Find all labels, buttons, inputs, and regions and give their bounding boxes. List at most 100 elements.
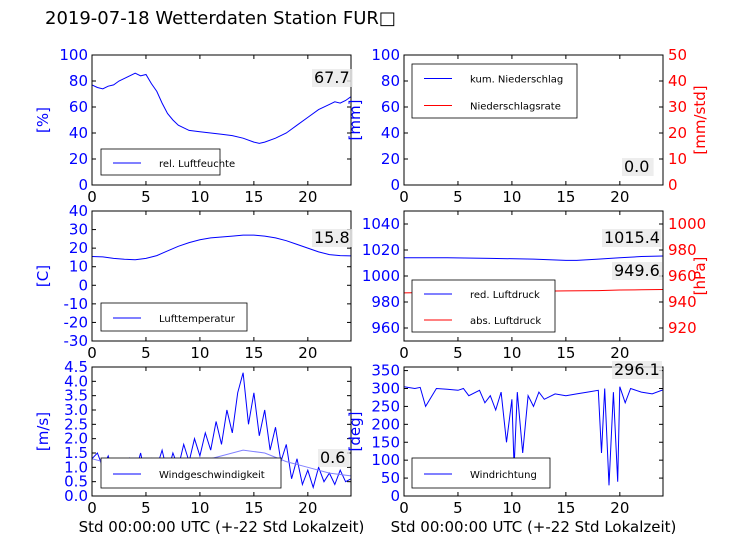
- y2-tick-label: 920: [668, 319, 697, 337]
- x-tick-label: 20: [610, 344, 629, 362]
- y2-axis-label: [hPa]: [691, 257, 709, 296]
- x-tick-label: 0: [87, 499, 97, 517]
- y-tick-label: 350: [371, 362, 400, 380]
- y-tick-label: 60: [381, 98, 400, 116]
- x-tick-label: 20: [298, 188, 317, 206]
- x-tick-label: 15: [244, 499, 263, 517]
- series-line-humidity-0: [92, 72, 351, 144]
- x-axis-label: Std 00:00:00 UTC (+-22 Std Lokalzeit): [79, 518, 365, 536]
- legend-box: [411, 279, 556, 333]
- y-tick-label: 0: [390, 487, 400, 505]
- series-line-pressure-0: [404, 255, 663, 261]
- plot-frame: [91, 54, 352, 186]
- x-tick-label: 0: [399, 344, 409, 362]
- x-tick-label: 15: [244, 188, 263, 206]
- x-tick-label: 5: [453, 188, 463, 206]
- annotation-value: 67.7: [314, 68, 350, 87]
- x-tick-label: 5: [453, 344, 463, 362]
- y-tick-label: 20: [69, 239, 88, 257]
- y-tick-label: 3.0: [64, 401, 88, 419]
- legend-label: rel. Luftfeuchte: [159, 159, 235, 170]
- x-tick-label: 20: [610, 188, 629, 206]
- x-tick-label: 20: [298, 344, 317, 362]
- x-tick-label: 15: [556, 188, 575, 206]
- annotation-value: 949.6: [614, 261, 660, 280]
- annotation-box: [612, 262, 662, 280]
- y-tick-label: 40: [69, 124, 88, 142]
- y-axis-label: [deg]: [346, 412, 364, 452]
- chart-pressure: 0 5 10 15 20 960 980 1000 1020 1040 920 940 960 980 10…: [362, 210, 709, 362]
- x-tick-label: 10: [502, 344, 521, 362]
- y-tick-label: 300: [371, 380, 400, 398]
- plot-frame: [91, 366, 352, 497]
- y-tick-label: 1.0: [64, 458, 88, 476]
- y-tick-label: 10: [69, 258, 88, 276]
- legend-box: [100, 148, 221, 176]
- y-tick-label: 960: [371, 319, 400, 337]
- x-tick-label: 15: [244, 344, 263, 362]
- plot-frame: [91, 210, 352, 342]
- x-tick-label: 5: [141, 344, 151, 362]
- y-tick-label: 200: [371, 415, 400, 433]
- annotation-box: [312, 69, 353, 87]
- y-axis-label: [mm]: [346, 100, 364, 141]
- plot-frame: [403, 54, 664, 186]
- legend-box: [411, 63, 578, 119]
- y-tick-label: 2.5: [64, 415, 88, 433]
- y-axis-label: [%]: [34, 107, 52, 133]
- annotation-value: 1015.4: [604, 228, 660, 247]
- x-tick-label: 10: [190, 499, 209, 517]
- x-tick-label: 0: [87, 344, 97, 362]
- y-tick-label: 0.0: [64, 487, 88, 505]
- y2-tick-label: 0: [668, 176, 678, 194]
- annotation-box: [602, 229, 662, 247]
- x-tick-label: 0: [399, 188, 409, 206]
- series-line-temperature-0: [92, 234, 351, 261]
- y2-tick-label: 30: [668, 98, 687, 116]
- y-tick-label: -20: [64, 313, 89, 331]
- y-tick-label: 1.5: [64, 444, 88, 462]
- annotation-value: 15.8: [314, 228, 350, 247]
- x-tick-label: 20: [610, 499, 629, 517]
- y-tick-label: 4.0: [64, 372, 88, 390]
- y-tick-label: 80: [69, 72, 88, 90]
- y-tick-label: -10: [64, 295, 89, 313]
- y2-tick-label: 20: [668, 124, 687, 142]
- y-tick-label: 40: [69, 202, 88, 220]
- y-axis-label: [C]: [34, 265, 52, 287]
- y-tick-label: 20: [381, 150, 400, 168]
- y-tick-label: 80: [381, 72, 400, 90]
- chart-wind-speed: 0 5 10 15 20 0.00.51.01.52.02.53.03.54.04.5 [m…: [34, 358, 364, 536]
- x-tick-label: 10: [190, 188, 209, 206]
- plot-frame: [403, 366, 664, 497]
- x-tick-label: 20: [298, 499, 317, 517]
- y-tick-label: 0: [78, 276, 88, 294]
- x-tick-label: 5: [453, 499, 463, 517]
- y-tick-label: 50: [381, 469, 400, 487]
- x-tick-label: 5: [141, 188, 151, 206]
- annotation-value: 0.6: [320, 448, 345, 467]
- y-tick-label: 20: [69, 150, 88, 168]
- y-tick-label: 980: [371, 293, 400, 311]
- y-tick-label: -30: [64, 332, 89, 350]
- x-tick-label: 0: [399, 499, 409, 517]
- y-tick-label: 1000: [362, 267, 400, 285]
- y-tick-label: 4.5: [64, 358, 88, 376]
- legend-label: Lufttemperatur: [159, 314, 236, 325]
- legend-label: Windgeschwindigkeit: [159, 470, 265, 481]
- x-tick-label: 15: [556, 344, 575, 362]
- y-tick-label: 100: [371, 451, 400, 469]
- x-tick-label: 10: [190, 344, 209, 362]
- annotation-box: [622, 158, 654, 176]
- y-tick-label: 2.0: [64, 430, 88, 448]
- y-tick-label: 0: [390, 176, 400, 194]
- y-tick-label: 100: [59, 46, 88, 64]
- legend-label: red. Luftdruck: [470, 290, 540, 301]
- annotation-value: 296.1: [614, 360, 660, 379]
- x-tick-label: 15: [556, 499, 575, 517]
- chart-temperature: 0 5 10 15 20-30-20-10010203040[C]Lufttempera…: [34, 202, 353, 362]
- annotation-value: 0.0: [624, 157, 649, 176]
- x-tick-label: 0: [87, 188, 97, 206]
